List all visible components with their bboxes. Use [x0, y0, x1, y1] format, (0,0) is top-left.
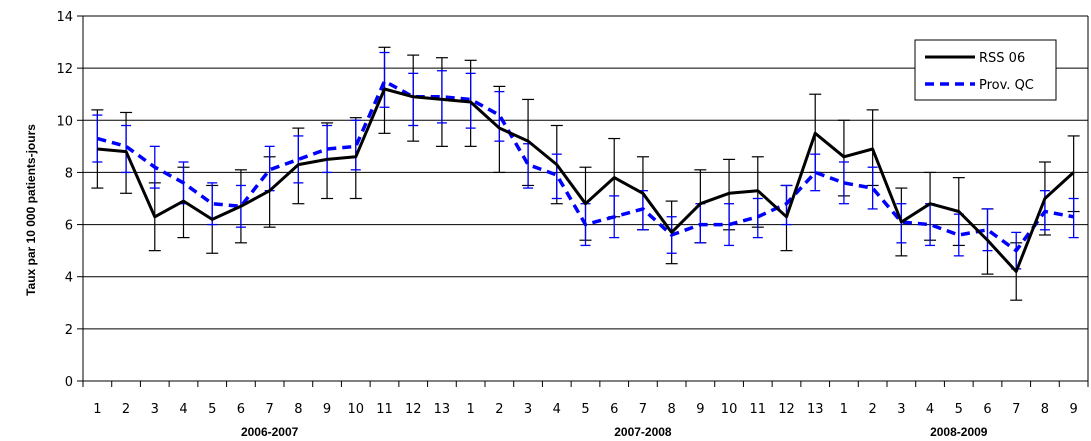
x-tick-label: 9 — [1070, 402, 1078, 417]
x-tick-label: 3 — [524, 402, 532, 417]
x-tick-label: 9 — [696, 402, 704, 417]
x-tick-label: 12 — [405, 402, 422, 417]
x-tick-label: 7 — [1012, 402, 1020, 417]
plot-area-frame — [82, 16, 1089, 382]
x-tick-label: 12 — [778, 402, 795, 417]
y-tick-label: 12 — [56, 62, 73, 77]
x-tick-label: 7 — [639, 402, 647, 417]
x-tick-label: 10 — [721, 402, 738, 417]
x-tick-label: 10 — [348, 402, 365, 417]
x-tick-label: 6 — [610, 402, 618, 417]
x-tick-label: 13 — [807, 402, 824, 417]
legend-box — [914, 39, 1057, 101]
x-group-label: 2008-2009 — [930, 425, 988, 439]
legend-label: RSS 06 — [979, 51, 1025, 66]
x-tick-label: 13 — [434, 402, 451, 417]
x-tick-label: 8 — [294, 402, 302, 417]
y-axis: 0 2 4 6 8 10 12 14 — [56, 10, 83, 390]
y-tick-label: 8 — [65, 166, 73, 181]
x-tick-label: 11 — [376, 402, 393, 417]
x-tick-label: 7 — [266, 402, 274, 417]
y-tick-label: 14 — [56, 10, 73, 25]
x-tick-label: 4 — [926, 402, 934, 417]
legend: RSS 06 Prov. QC — [914, 39, 1057, 101]
x-tick-label: 6 — [237, 402, 245, 417]
y-tick-label: 2 — [65, 323, 73, 338]
x-tick-label: 2 — [495, 402, 503, 417]
x-tick-label: 5 — [208, 402, 216, 417]
x-tick-label: 3 — [897, 402, 905, 417]
y-tick-label: 4 — [65, 271, 73, 286]
x-group-label: 2006-2007 — [241, 425, 299, 439]
x-tick-label: 5 — [955, 402, 963, 417]
series-line-rss06 — [97, 87, 1075, 273]
x-tick-label: 2 — [122, 402, 130, 417]
y-tick-label: 6 — [65, 219, 73, 234]
x-tick-label: 1 — [93, 402, 101, 417]
series-line-prov-qc — [96, 79, 1074, 253]
y-axis-title: Taux par 10 000 patients-jours — [24, 124, 38, 296]
x-tick-label: 2 — [869, 402, 877, 417]
x-tick-label: 6 — [983, 402, 991, 417]
x-tick-label: 5 — [581, 402, 589, 417]
x-tick-label: 1 — [840, 402, 848, 417]
x-tick-label: 3 — [151, 402, 159, 417]
x-tick-label: 1 — [467, 402, 475, 417]
x-axis: 1 2 3 4 5 6 7 8 9 10 11 12 13 1 2 3 4 5 6 7 8 9 10 11 12 13 1 2 3 4 5 6… — [82, 381, 1089, 439]
y-tick-label: 0 — [65, 375, 73, 390]
series-lines — [96, 79, 1075, 273]
legend-label: Prov. QC — [979, 78, 1034, 93]
y-tick-label: 10 — [56, 114, 73, 129]
x-tick-label: 11 — [750, 402, 767, 417]
x-tick-label: 8 — [668, 402, 676, 417]
x-tick-label: 8 — [1041, 402, 1049, 417]
x-tick-label: 4 — [553, 402, 561, 417]
x-tick-label: 9 — [323, 402, 331, 417]
x-tick-label: 4 — [179, 402, 187, 417]
x-group-label: 2007-2008 — [614, 425, 672, 439]
